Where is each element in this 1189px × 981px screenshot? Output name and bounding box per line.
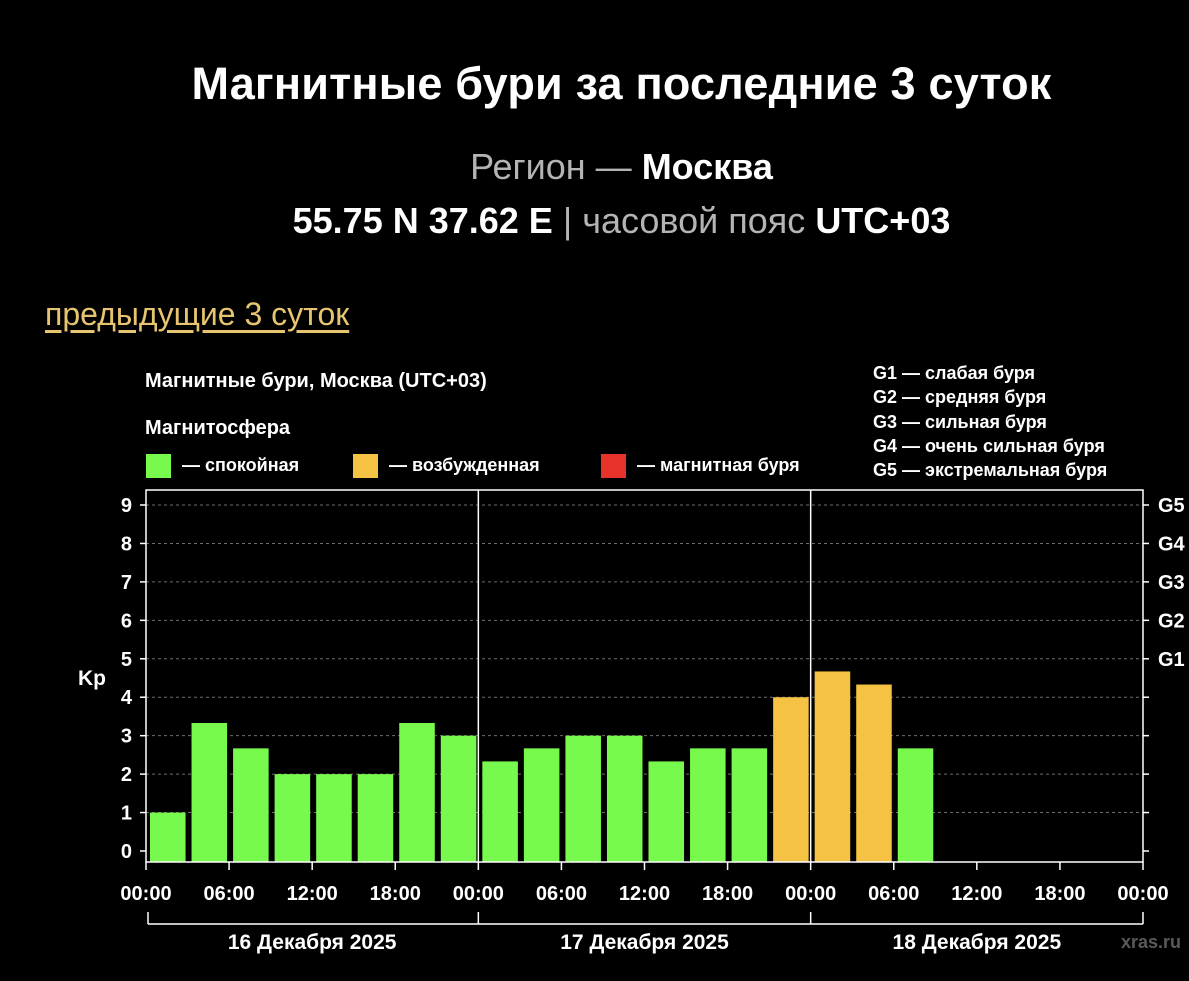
region-name: Москва (641, 146, 773, 187)
page-title: Магнитные бури за последние 3 суток (191, 58, 1052, 109)
x-tick-label: 00:00 (785, 883, 836, 905)
bar-16 (814, 671, 851, 862)
bar-18 (897, 748, 934, 862)
legend-label-storm: — магнитная буря (637, 455, 800, 475)
legend-label-active: — возбужденная (389, 455, 540, 475)
bar-6 (399, 722, 435, 862)
bar-7 (440, 735, 477, 862)
g-level-label: G3 (1158, 572, 1185, 594)
y-tick-label: 6 (121, 610, 132, 632)
coords-line: 55.75 N 37.62 E | часовой пояс UTC+03 (0, 200, 1189, 242)
region-label: Регион — (470, 146, 632, 187)
gridlines (146, 504, 1143, 814)
bars (150, 671, 934, 862)
bar-1 (191, 722, 228, 862)
bar-14 (731, 748, 768, 862)
x-tick-label: 00:00 (1117, 883, 1168, 905)
coordinates: 55.75 N 37.62 E (292, 200, 553, 241)
day-label: 18 Декабря 2025 (893, 931, 1062, 954)
bar-10 (565, 735, 601, 862)
x-tick-label: 18:00 (1034, 883, 1085, 905)
timezone-label: часовой пояс (582, 200, 806, 241)
bar-2 (233, 748, 269, 862)
bar-17 (856, 684, 892, 862)
y-tick-label: 2 (121, 764, 132, 786)
y-tick-label: 3 (121, 726, 132, 748)
g-level-label: G5 (1158, 495, 1185, 517)
separator: | (562, 200, 573, 241)
timezone-value: UTC+03 (815, 200, 951, 241)
y-tick-label: 1 (121, 803, 132, 825)
legend: — спокойная — возбужденная — магнитная б… (146, 454, 800, 478)
x-tick-label: 18:00 (370, 883, 421, 905)
storm-scale: G1 — слабая буря G2 — средняя буря G3 — … (873, 363, 1107, 480)
storm-scale-g3: G3 — сильная буря (873, 412, 1047, 432)
g-level-label: G1 (1158, 649, 1185, 671)
bar-9 (523, 748, 560, 862)
bar-3 (274, 774, 311, 862)
x-tick-label: 06:00 (868, 883, 919, 905)
storm-scale-g5: G5 — экстремальная буря (873, 460, 1107, 480)
g-level-label: G4 (1158, 533, 1186, 555)
y-axis-label: Kp (78, 667, 106, 690)
bar-12 (648, 761, 685, 862)
axes: 0 1 2 3 4 5 6 7 8 9 G1 G2 G3 G4 G5 00:00 06:00 12:00 18:00… (120, 489, 1186, 954)
y-tick-label: 9 (121, 495, 132, 517)
storm-scale-g4: G4 — очень сильная буря (873, 436, 1105, 456)
storm-scale-g2: G2 — средняя буря (873, 387, 1046, 407)
day-label: 17 Декабря 2025 (560, 931, 729, 954)
chart-title: Магнитные бури, Москва (UTC+03) (145, 370, 487, 392)
x-tick-label: 12:00 (619, 883, 670, 905)
x-tick-label: 06:00 (536, 883, 587, 905)
y-tick-label: 4 (121, 687, 133, 709)
day-label: 16 Декабря 2025 (228, 931, 397, 954)
x-tick-label: 06:00 (204, 883, 255, 905)
bar-4 (316, 774, 352, 862)
y-tick-label: 7 (121, 572, 132, 594)
legend-title: Магнитосфера (145, 417, 291, 439)
legend-swatch-quiet (146, 454, 171, 478)
x-tick-label: 00:00 (120, 883, 171, 905)
bar-0 (150, 812, 186, 862)
y-tick-label: 0 (121, 841, 132, 863)
storm-scale-g1: G1 — слабая буря (873, 363, 1035, 383)
x-tick-label: 12:00 (287, 883, 338, 905)
y-tick-label: 5 (121, 649, 132, 671)
x-tick-label: 00:00 (453, 883, 504, 905)
y-tick-label: 8 (121, 533, 132, 555)
previous-days-link[interactable]: предыдущие 3 суток (45, 296, 350, 332)
legend-label-quiet: — спокойная (182, 455, 299, 475)
legend-swatch-active (353, 454, 378, 478)
legend-swatch-storm (601, 454, 626, 478)
watermark: xras.ru (1121, 932, 1181, 952)
bar-5 (357, 774, 394, 862)
x-tick-label: 18:00 (702, 883, 753, 905)
g-level-label: G2 (1158, 610, 1185, 632)
bar-13 (690, 748, 726, 862)
bar-15 (773, 697, 809, 862)
bar-11 (606, 735, 643, 862)
bar-8 (482, 761, 518, 862)
x-tick-label: 12:00 (951, 883, 1002, 905)
region-line: Регион — Москва (0, 146, 1189, 188)
